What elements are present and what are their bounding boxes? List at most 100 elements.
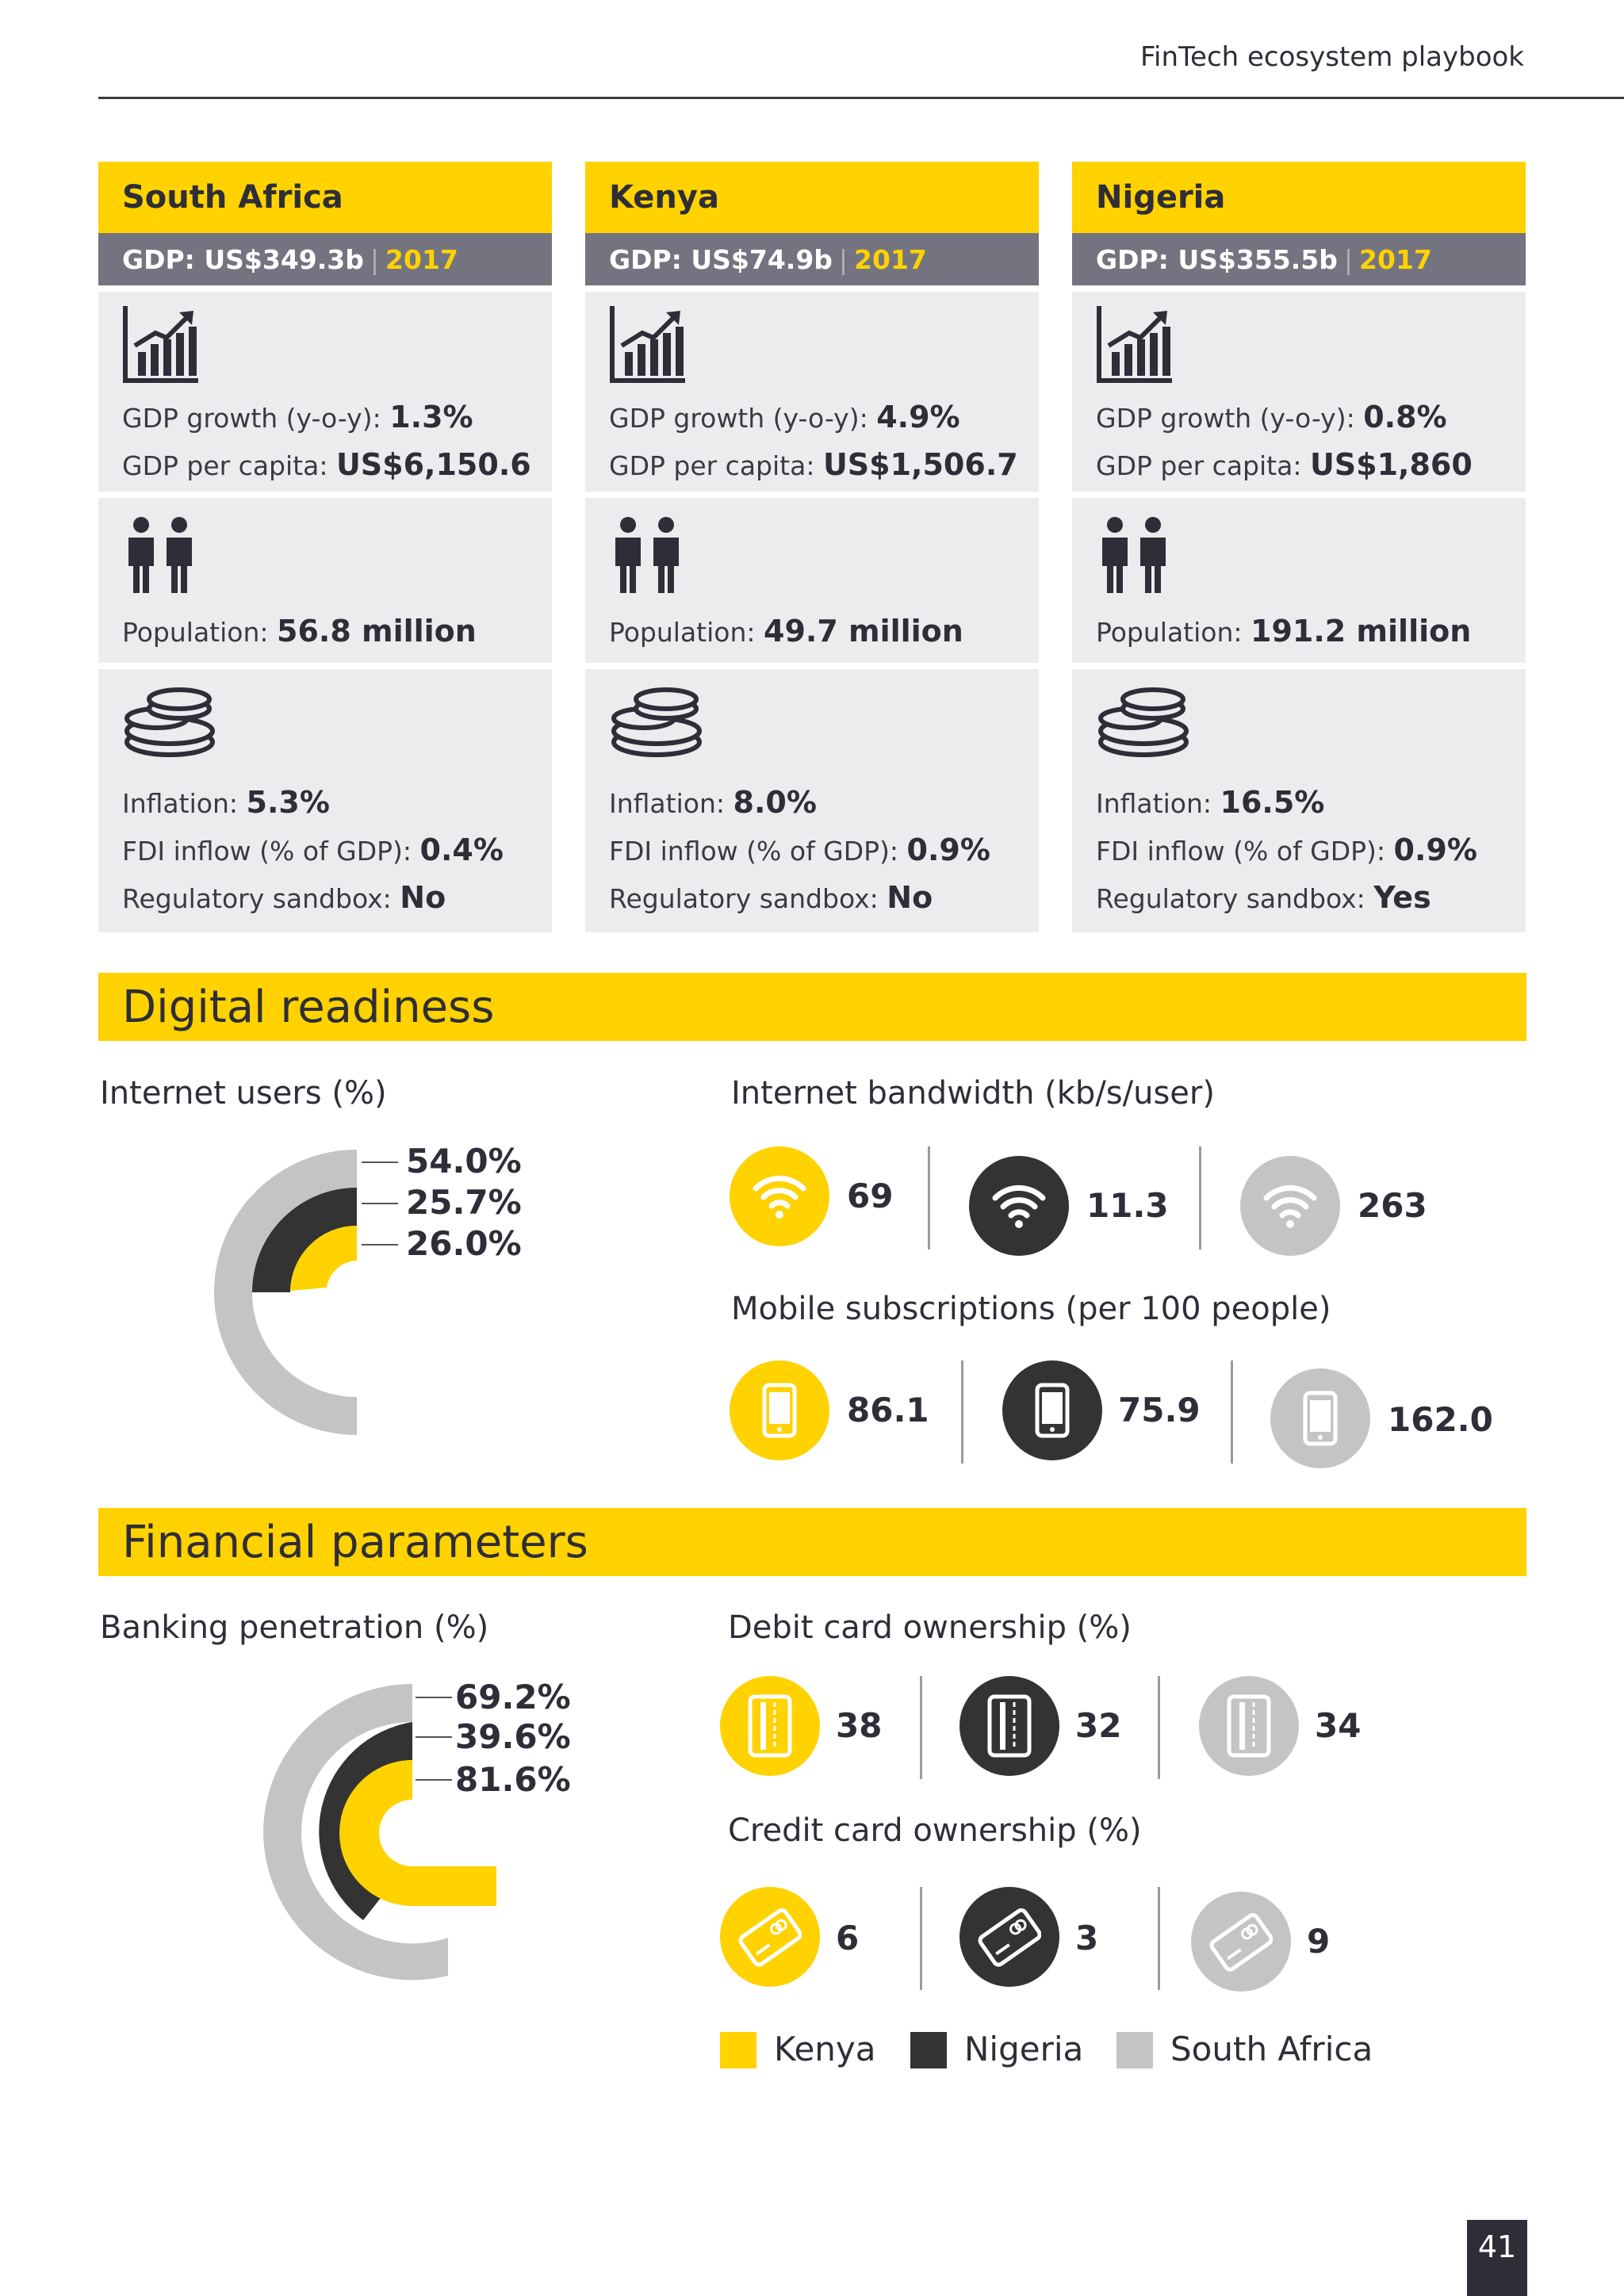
legend-swatch-kenya — [720, 2032, 756, 2068]
credit-card-value-south-africa: 9 — [1307, 1922, 1331, 1961]
mobile-subscriptions-title: Mobile subscriptions (per 100 people) — [731, 1291, 1331, 1327]
gdp-bar: GDP: US$74.9b | 2017 — [585, 233, 1039, 285]
banking-penetration-donut — [263, 1684, 496, 1980]
fdi-line: FDI inflow (% of GDP): 0.4% — [122, 832, 504, 867]
banking-arc-nigeria — [319, 1722, 412, 1920]
population-label: Population: — [609, 617, 756, 648]
gdp-value: GDP: US$349.3b — [122, 243, 364, 275]
debit-card-divider — [1158, 1676, 1160, 1779]
coins-icon — [122, 685, 225, 767]
debit-card-value-south-africa: 34 — [1315, 1706, 1362, 1745]
country-column-south-africa: South Africa GDP: US$349.3b | 2017 GDP growt… — [98, 162, 552, 932]
people-icon — [1096, 515, 1175, 598]
mobile-value-south-africa: 162.0 — [1388, 1400, 1493, 1439]
population-value: 49.7 million — [764, 614, 963, 649]
country-name: Nigeria — [1072, 162, 1526, 233]
fdi-line: FDI inflow (% of GDP): 0.9% — [1096, 832, 1477, 867]
gdp-separator: | — [1343, 243, 1354, 275]
gdp-value: GDP: US$355.5b — [1096, 243, 1338, 275]
credit-card-title: Credit card ownership (%) — [728, 1812, 1142, 1849]
bandwidth-icon-nigeria — [969, 1156, 1069, 1256]
mobile-icon-south-africa — [1270, 1368, 1370, 1468]
banking-label-kenya: 81.6% — [455, 1760, 571, 1799]
gdp-growth-line: GDP growth (y-o-y): 4.9% — [609, 400, 960, 434]
sandbox-label: Regulatory sandbox: — [122, 883, 392, 914]
gdp-bar: GDP: US$349.3b | 2017 — [98, 233, 552, 285]
gdp-value: GDP: US$74.9b — [609, 243, 833, 275]
inflation-label: Inflation: — [609, 788, 725, 819]
gdp-year: 2017 — [854, 243, 927, 275]
banking-leader — [416, 1779, 452, 1781]
gdp-per-capita-line: GDP per capita: US$1,860 — [1096, 447, 1473, 482]
bandwidth-divider — [1199, 1146, 1201, 1249]
inflation-line: Inflation: 16.5% — [1096, 785, 1324, 820]
credit-card-divider — [1158, 1887, 1160, 1990]
debit-card-value-kenya: 38 — [836, 1706, 883, 1745]
growth-chart-icon — [122, 304, 201, 387]
legend-swatch-nigeria — [910, 2032, 947, 2068]
sandbox-label: Regulatory sandbox: — [609, 883, 879, 914]
internet-users-leader — [362, 1161, 398, 1163]
debit-card-icon-nigeria — [959, 1676, 1059, 1776]
credit-card-divider — [920, 1887, 922, 1990]
gdp-separator: | — [838, 243, 848, 275]
internet-users-arc-nigeria — [252, 1188, 357, 1292]
gdp-growth-label: GDP growth (y-o-y): — [609, 403, 868, 434]
economy-panel: GDP growth (y-o-y): 0.8% GDP per capita: … — [1072, 292, 1526, 492]
bandwidth-value-nigeria: 11.3 — [1086, 1186, 1169, 1225]
banking-label-nigeria: 39.6% — [455, 1717, 571, 1756]
country-name: South Africa — [98, 162, 552, 233]
bandwidth-value-kenya: 69 — [847, 1177, 894, 1215]
legend-nigeria: Nigeria — [964, 2030, 1084, 2068]
gdp-per-capita-label: GDP per capita: — [1096, 450, 1302, 481]
banking-leader — [416, 1697, 452, 1698]
gdp-growth-line: GDP growth (y-o-y): 1.3% — [122, 400, 473, 434]
mobile-icon-kenya — [730, 1360, 829, 1460]
banking-label-south-africa: 69.2% — [455, 1678, 571, 1716]
inflation-value: 8.0% — [733, 785, 817, 820]
internet-users-arc-south-africa — [214, 1150, 357, 1435]
mobile-icon-nigeria — [1002, 1360, 1102, 1460]
sandbox-label: Regulatory sandbox: — [1096, 883, 1365, 914]
bandwidth-title: Internet bandwidth (kb/s/user) — [731, 1075, 1215, 1112]
gdp-year: 2017 — [385, 243, 458, 275]
internet-users-arc-kenya — [290, 1226, 357, 1291]
legend-south-africa: South Africa — [1170, 2030, 1373, 2068]
finance-panel: Inflation: 8.0% FDI inflow (% of GDP): 0.… — [585, 669, 1039, 932]
growth-chart-icon — [1096, 304, 1175, 387]
gdp-year: 2017 — [1359, 243, 1432, 275]
people-icon — [122, 515, 201, 598]
debit-card-divider — [920, 1676, 922, 1779]
sandbox-value: No — [887, 880, 933, 915]
fdi-value: 0.9% — [1393, 832, 1477, 867]
sandbox-value: No — [400, 880, 446, 915]
debit-card-icon-south-africa — [1199, 1676, 1299, 1776]
internet-users-title: Internet users (%) — [100, 1075, 387, 1112]
sandbox-line: Regulatory sandbox: No — [122, 880, 446, 915]
internet-users-label-south-africa: 54.0% — [406, 1142, 522, 1181]
finance-panel: Inflation: 5.3% FDI inflow (% of GDP): 0.… — [98, 669, 552, 932]
gdp-growth-value: 4.9% — [876, 400, 960, 434]
banking-leader — [416, 1736, 452, 1738]
gdp-per-capita-line: GDP per capita: US$6,150.6 — [122, 447, 531, 482]
population-value: 56.8 million — [277, 614, 477, 649]
population-line: Population: 56.8 million — [122, 614, 477, 649]
fdi-label: FDI inflow (% of GDP): — [1096, 836, 1386, 867]
population-value: 191.2 million — [1251, 614, 1472, 649]
legend-kenya: Kenya — [774, 2030, 876, 2068]
country-column-kenya: Kenya GDP: US$74.9b | 2017 GDP growth (y-o-y… — [585, 162, 1039, 932]
population-line: Population: 191.2 million — [1096, 614, 1471, 649]
page-number: 41 — [1467, 2220, 1527, 2296]
page-header-title: FinTech ecosystem playbook — [1139, 41, 1524, 73]
inflation-line: Inflation: 8.0% — [609, 785, 817, 820]
internet-users-donut — [214, 1150, 357, 1435]
country-column-nigeria: Nigeria GDP: US$355.5b | 2017 GDP growth (y-… — [1072, 162, 1526, 932]
credit-card-icon-south-africa — [1191, 1892, 1291, 1992]
gdp-separator: | — [370, 243, 380, 275]
fdi-label: FDI inflow (% of GDP): — [609, 836, 899, 867]
fdi-line: FDI inflow (% of GDP): 0.9% — [609, 832, 990, 867]
economy-panel: GDP growth (y-o-y): 4.9% GDP per capita: … — [585, 292, 1039, 492]
population-label: Population: — [1096, 617, 1243, 648]
gdp-bar: GDP: US$355.5b | 2017 — [1072, 233, 1526, 285]
banking-arc-south-africa — [263, 1684, 448, 1980]
